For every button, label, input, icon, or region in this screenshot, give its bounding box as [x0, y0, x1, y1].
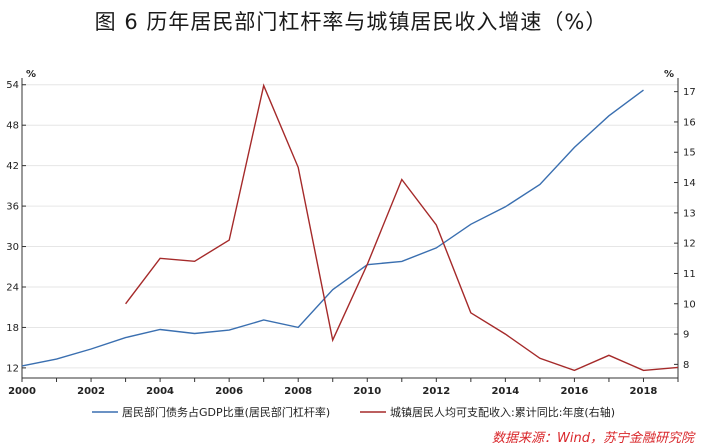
chart-title: 图 6 历年居民部门杠杆率与城镇居民收入增速（%）	[94, 10, 608, 34]
left-tick-label: 36	[6, 202, 19, 213]
right-tick-label: 16	[683, 117, 696, 128]
right-tick-label: 11	[683, 269, 696, 280]
series-lines	[21, 83, 679, 372]
left-tick-label: 42	[6, 161, 19, 172]
x-tick-label: 2006	[215, 386, 243, 397]
left-tick-label: 18	[6, 323, 19, 334]
legend: 居民部门债务占GDP比重(居民部门杠杆率) 城镇居民人均可支配收入:累计同比:年度…	[92, 405, 615, 419]
legend-label-income: 城镇居民人均可支配收入:累计同比:年度(右轴)	[390, 405, 615, 419]
x-tick-label: 2008	[284, 386, 312, 397]
right-axis-unit: %	[664, 69, 674, 80]
x-tick-label: 2002	[77, 386, 105, 397]
income-growth-series-line	[125, 83, 679, 372]
legend-label-leverage: 居民部门债务占GDP比重(居民部门杠杆率)	[122, 405, 330, 419]
right-tick-label: 14	[683, 178, 696, 189]
right-tick-label: 13	[683, 208, 696, 219]
x-axis-ticks: 2000 2002 2004 2006 2008 2010 2012 2014 2016 2018	[8, 378, 679, 397]
right-tick-label: 12	[683, 239, 696, 250]
left-axis-ticks: 12 18 24 30 36 42 48 54	[6, 80, 26, 374]
data-source: 数据来源：Wind，苏宁金融研究院	[492, 431, 694, 446]
right-tick-label: 17	[683, 87, 696, 98]
left-tick-label: 24	[6, 282, 19, 293]
left-axis-unit: %	[26, 69, 36, 80]
x-tick-label: 2010	[353, 386, 381, 397]
left-tick-label: 12	[6, 363, 19, 374]
leverage-series-line	[21, 89, 644, 367]
right-axis-ticks: 8 9 10 11 12 13 14 15 16 17	[674, 87, 696, 371]
x-tick-label: 2014	[491, 386, 519, 397]
right-tick-label: 9	[683, 330, 689, 341]
x-tick-label: 2018	[630, 386, 658, 397]
left-tick-label: 54	[6, 80, 19, 91]
right-tick-label: 15	[683, 148, 696, 159]
x-tick-label: 2012	[422, 386, 450, 397]
axes	[21, 78, 679, 379]
left-tick-label: 48	[6, 121, 19, 132]
right-tick-label: 8	[683, 360, 689, 371]
left-tick-label: 30	[6, 242, 19, 253]
grid	[22, 84, 678, 369]
x-tick-label: 2000	[8, 386, 36, 397]
x-tick-label: 2016	[560, 386, 588, 397]
x-tick-label: 2004	[146, 386, 174, 397]
right-tick-label: 10	[683, 299, 696, 310]
